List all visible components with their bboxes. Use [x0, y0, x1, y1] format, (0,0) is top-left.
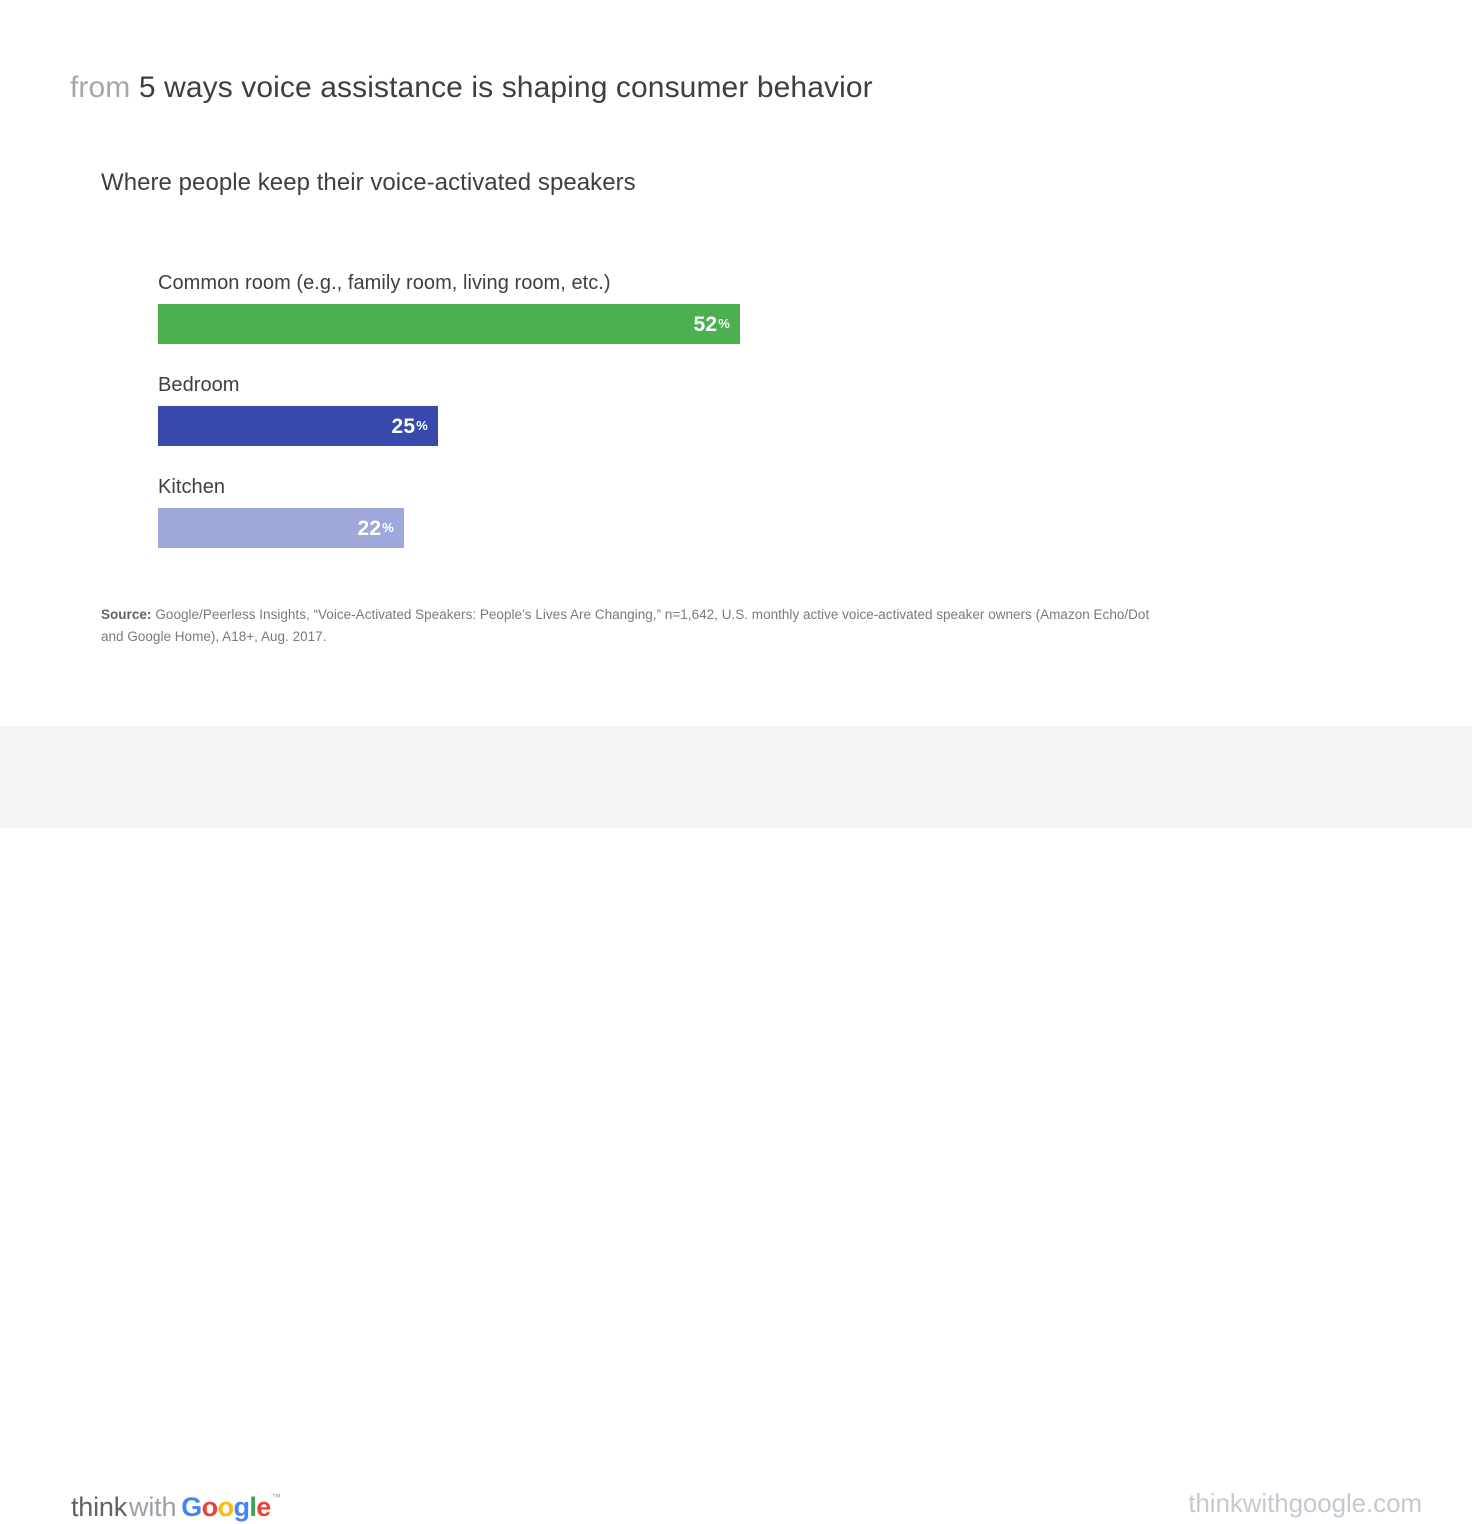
header-prefix: from	[70, 71, 131, 104]
google-letter-4: l	[249, 1492, 257, 1522]
footer-url[interactable]: thinkwithgoogle.com	[1188, 1488, 1422, 1518]
bar-value: 52%	[693, 314, 730, 335]
bar-value: 25%	[391, 416, 428, 437]
source-text: Google/Peerless Insights, “Voice-Activat…	[101, 607, 1150, 644]
bar-track: 25%	[158, 406, 1258, 446]
bar-track: 52%	[158, 304, 1258, 344]
google-wordmark: Google	[181, 1492, 271, 1522]
bar-value-number: 22	[357, 516, 382, 540]
bar-label: Bedroom	[158, 374, 240, 396]
page-footer: thinkwith Google™ thinkwithgoogle.com	[0, 726, 1472, 1522]
bar-fill-kitchen: 22%	[158, 508, 404, 548]
bar-label: Common room (e.g., family room, living r…	[158, 272, 611, 294]
source-label: Source:	[101, 607, 152, 622]
bar-chart: Where people keep their voice-activated …	[101, 166, 1301, 548]
logo-word-think: think	[71, 1492, 128, 1522]
google-letter-2: o	[217, 1492, 235, 1522]
think-with-google-logo[interactable]: thinkwith Google™	[71, 1486, 281, 1524]
logo-word-with: with	[129, 1492, 177, 1522]
bar-track: 22%	[158, 508, 1258, 548]
google-letter-1: o	[201, 1492, 219, 1522]
bar-fill-common-room: 52%	[158, 304, 740, 344]
chart-bars: Common room (e.g., family room, living r…	[158, 269, 1258, 548]
bar-value-number: 25	[391, 414, 416, 438]
percent-sign: %	[382, 519, 394, 535]
google-letter-0: G	[181, 1492, 202, 1522]
bar-group: Common room (e.g., family room, living r…	[158, 269, 1258, 344]
slide-canvas: from 5 ways voice assistance is shaping …	[0, 0, 1472, 726]
page-title: 5 ways voice assistance is shaping consu…	[138, 71, 873, 104]
percent-sign: %	[718, 315, 730, 331]
bar-value: 22%	[357, 518, 394, 539]
bar-group: Bedroom 25%	[158, 371, 1258, 446]
bar-label: Kitchen	[158, 476, 226, 498]
chart-title: Where people keep their voice-activated …	[101, 169, 636, 196]
bar-fill-bedroom: 25%	[158, 406, 438, 446]
google-letter-5: e	[256, 1492, 271, 1522]
source-note: Source: Google/Peerless Insights, “Voice-…	[101, 604, 1171, 648]
trademark-icon: ™	[271, 1492, 281, 1502]
bar-value-number: 52	[693, 312, 718, 336]
page-header: from 5 ways voice assistance is shaping …	[70, 66, 873, 110]
google-letter-3: g	[233, 1492, 250, 1522]
bar-group: Kitchen 22%	[158, 473, 1258, 548]
percent-sign: %	[416, 417, 428, 433]
